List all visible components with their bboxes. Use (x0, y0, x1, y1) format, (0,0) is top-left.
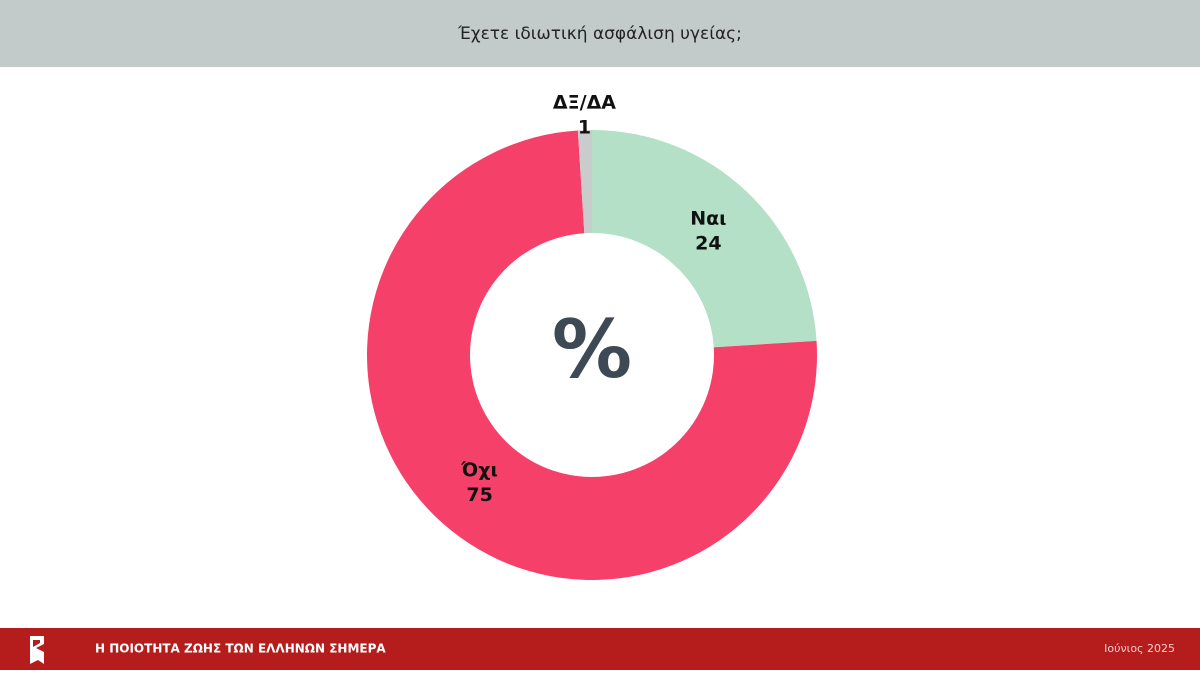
donut-slice (577, 130, 592, 234)
header-band (0, 0, 1200, 67)
donut-slice (367, 130, 817, 581)
slice-value: 24 (695, 233, 721, 255)
footer-band (0, 628, 1200, 670)
chart-title: Έχετε ιδιωτική ασφάλιση υγείας; (457, 24, 742, 44)
slice-value: 75 (466, 484, 492, 506)
slice-value: 1 (578, 117, 591, 139)
chart: Ναι 24 Όχι 75 ΔΞ/ΔΑ 1% (367, 92, 817, 581)
center-label: % (552, 303, 632, 396)
logo (30, 636, 44, 664)
slice-label: Ναι (690, 208, 726, 230)
slice-label: ΔΞ/ΔΑ (553, 92, 616, 114)
slice-label: Όχι (460, 459, 498, 481)
footer-title: Η ΠΟΙΟΤΗΤΑ ΖΩΗΣ ΤΩΝ ΕΛΛΗΝΩΝ ΣΗΜΕΡΑ (95, 642, 386, 656)
footer-date: Ιούνιος 2025 (1104, 642, 1175, 655)
donut-slice (592, 130, 817, 348)
